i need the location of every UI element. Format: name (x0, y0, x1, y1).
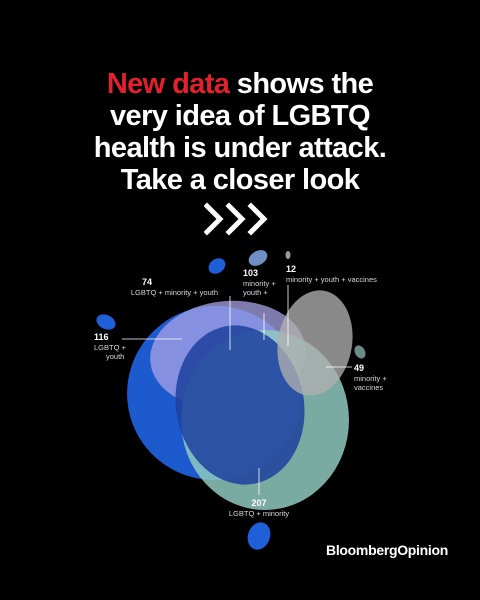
label-text: LGBTQ + minority (228, 509, 290, 518)
drop-shape (354, 345, 366, 359)
label-line: minority + (243, 279, 276, 288)
headline-line-4: Take a closer look (120, 164, 360, 196)
label-line: youth + (243, 288, 268, 297)
drop-shape (248, 250, 268, 266)
drop-shape (285, 251, 291, 259)
vaccines-shape (277, 290, 353, 396)
label-line: minority + (354, 374, 387, 383)
label-line: youth (106, 352, 125, 361)
label-text: minority + youth + vaccines (286, 275, 377, 284)
brand-logo: BloombergOpinion (326, 542, 448, 558)
label-line: vaccines (354, 383, 384, 392)
headline-line-1: New data shows the (0, 68, 480, 100)
label-lgbtq-youth: 116 LGBTQ + youth (94, 332, 126, 361)
label-minority-youth-vaccines: 12 minority + youth + vaccines (286, 264, 377, 284)
headline-accent: New data (106, 68, 230, 100)
chevrons-right-icon (204, 202, 268, 236)
drop-shape (96, 314, 116, 330)
label-line: LGBTQ + (94, 343, 126, 352)
count: 103 (243, 268, 259, 278)
label-lgbtq-minority-youth: 74 LGBTQ + minority + youth (74, 277, 218, 297)
count: 116 (94, 332, 109, 342)
label-text: LGBTQ + minority + youth (130, 288, 218, 297)
drop-shape (247, 522, 271, 550)
drop-shape (208, 258, 226, 274)
overlap-shape (175, 325, 305, 485)
count: 49 (354, 363, 365, 373)
headline: New data shows the very idea of LGBTQ he… (0, 68, 480, 196)
count: 74 (141, 277, 152, 287)
headline-rest: shows the (229, 68, 374, 100)
count: 207 (251, 498, 267, 508)
count: 12 (286, 264, 297, 274)
label-minority-youth: 103 minority + youth + (243, 268, 276, 297)
headline-line-3: health is under attack. (93, 132, 387, 164)
headline-line-2: very idea of LGBTQ (110, 100, 371, 132)
label-lgbtq-minority: 207 LGBTQ + minority (214, 498, 304, 518)
label-minority-vaccines: 49 minority + vaccines (354, 363, 387, 392)
